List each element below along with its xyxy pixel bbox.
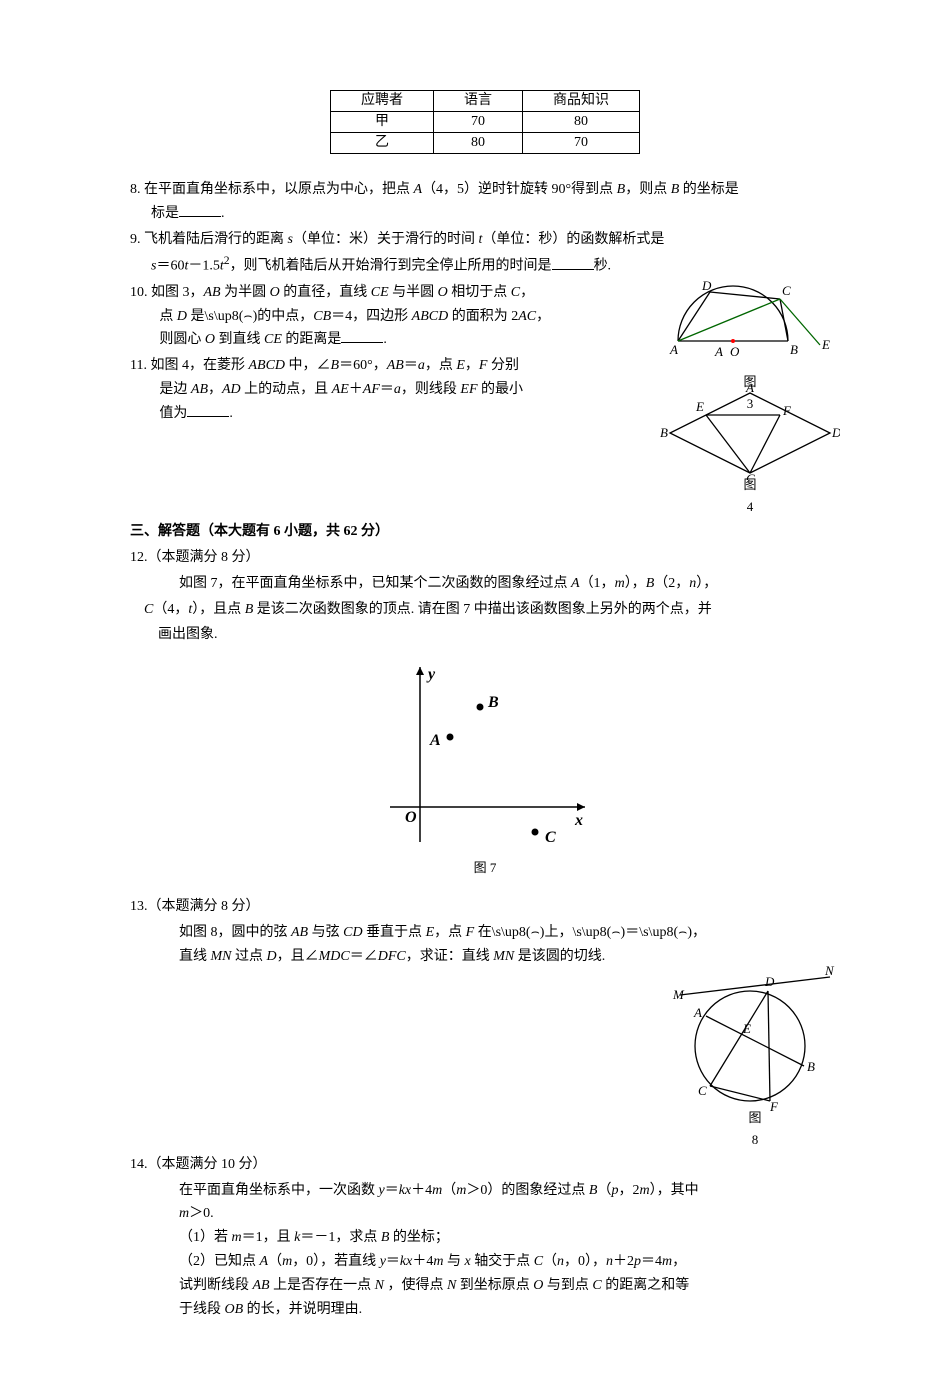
svg-text:D: D — [764, 974, 775, 989]
svg-text:y: y — [426, 666, 436, 683]
svg-text:F: F — [769, 1099, 779, 1111]
fig4-label: 图4 — [660, 474, 840, 518]
svg-text:C: C — [698, 1083, 707, 1098]
num: 11. — [130, 358, 147, 373]
problem-14: 14.（本题满分 10 分） — [130, 1153, 840, 1177]
cell: 乙 — [331, 133, 434, 154]
problem-9: 9. 飞机着陆后滑行的距离 s（单位：米）关于滑行的时间 t（单位：秒）的函数解… — [130, 228, 840, 279]
table-row: 甲 70 80 — [331, 112, 640, 133]
problem-11: 11. 如图 4，在菱形 ABCD 中，∠B＝60°，AB＝a，点 E，F 分别… — [130, 354, 840, 425]
fig7-svg: y x O A B C — [370, 657, 600, 857]
problem-8: 8. 在平面直角坐标系中，以原点为中心，把点 A（4，5）逆时针旋转 90°得到… — [130, 178, 840, 226]
cell: 70 — [523, 133, 640, 154]
svg-text:B: B — [660, 425, 668, 440]
problem-12: 12.（本题满分 8 分） — [130, 546, 840, 570]
cell: 70 — [434, 112, 523, 133]
svg-text:B: B — [487, 694, 499, 711]
svg-text:E: E — [742, 1021, 751, 1036]
svg-text:A: A — [429, 732, 441, 749]
svg-text:B: B — [807, 1059, 815, 1074]
problem-13: 13.（本题满分 8 分） — [130, 895, 840, 919]
svg-text:C: C — [545, 829, 556, 846]
svg-text:O: O — [405, 809, 417, 826]
problem-12-body: 如图 7，在平面直角坐标系中，已知某个二次函数的图象经过点 A（1，m），B（2… — [130, 572, 840, 596]
svg-text:M: M — [672, 987, 685, 1002]
fig8-svg: M D N A E B C F — [670, 961, 840, 1111]
th-knowledge: 商品知识 — [523, 91, 640, 112]
cell: 80 — [434, 133, 523, 154]
num: 14. — [130, 1157, 148, 1172]
svg-text:x: x — [574, 812, 583, 829]
score-table: 应聘者 语言 商品知识 甲 70 80 乙 80 70 — [330, 90, 640, 154]
cell: 80 — [523, 112, 640, 133]
table-row: 乙 80 70 — [331, 133, 640, 154]
score-table-wrap: 应聘者 语言 商品知识 甲 70 80 乙 80 70 — [130, 90, 840, 154]
blank — [552, 255, 594, 270]
svg-text:A: A — [693, 1005, 702, 1020]
blank — [179, 202, 221, 217]
table-row: 应聘者 语言 商品知识 — [331, 91, 640, 112]
num: 9. — [130, 232, 144, 247]
num: 12. — [130, 550, 148, 565]
num: 10. — [130, 285, 151, 300]
th-applicant: 应聘者 — [331, 91, 434, 112]
section-3-heading: 三、解答题（本大题有 6 小题，共 62 分） — [130, 520, 840, 544]
problem-12-body2: C（4，t），且点 B 是该二次函数图象的顶点. 请在图 7 中描出该函数图象上… — [130, 598, 840, 622]
th-language: 语言 — [434, 91, 523, 112]
figure-8: M D N A E B C F 图8 — [670, 961, 840, 1151]
problem-13-body: 如图 8，圆中的弦 AB 与弦 CD 垂直于点 E，点 F 在\s\up8(⌢)… — [130, 921, 840, 969]
num: 8. — [130, 182, 144, 197]
problem-14-body: 在平面直角坐标系中，一次函数 y＝kx＋4m（m＞0）的图象经过点 B（p，2m… — [130, 1179, 840, 1322]
problem-10: 10. 如图 3，AB 为半圆 O 的直径，直线 CE 与半圆 O 相切于点 C… — [130, 281, 840, 352]
figure-7: y x O A B C 图 7 — [130, 657, 840, 879]
fig7-label: 图 7 — [474, 857, 497, 879]
blank — [187, 402, 229, 417]
cell: 甲 — [331, 112, 434, 133]
fig8-label: 图8 — [670, 1107, 840, 1151]
problem-12-body3: 画出图象. — [130, 623, 840, 647]
svg-text:D: D — [831, 425, 840, 440]
num: 13. — [130, 899, 148, 914]
blank — [341, 328, 383, 343]
